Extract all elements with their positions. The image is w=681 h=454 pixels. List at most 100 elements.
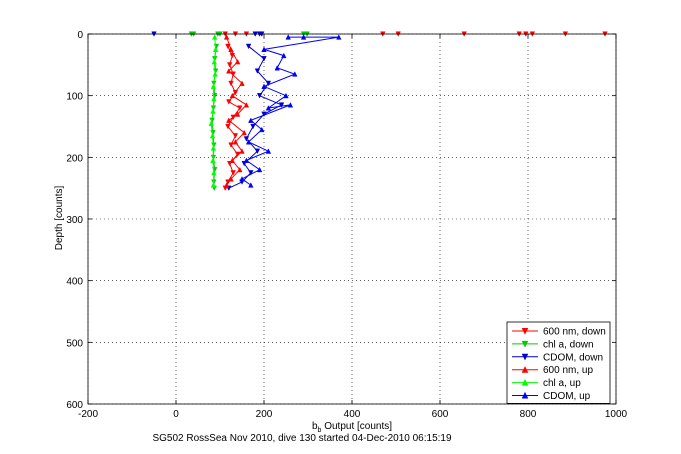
series-2 xyxy=(151,31,285,192)
data-point xyxy=(241,129,247,136)
legend-marker xyxy=(521,391,529,399)
x-tick-label: 400 xyxy=(344,409,361,420)
data-point xyxy=(274,65,280,71)
data-point xyxy=(212,34,218,40)
data-point xyxy=(261,56,267,62)
data-point xyxy=(223,34,230,40)
data-point xyxy=(265,105,272,111)
caption: SG502 RossSea Nov 2010, dive 130 started… xyxy=(152,433,452,444)
data-point xyxy=(232,133,239,139)
legend-entry: chl a, down xyxy=(543,339,594,350)
y-ticks: 0 100 200 300 400 500 600 xyxy=(66,30,616,411)
legend-entry: CDOM, down xyxy=(543,352,603,363)
data-point xyxy=(283,92,289,99)
legend-marker xyxy=(521,353,529,361)
series-0 xyxy=(222,31,608,192)
data-point xyxy=(228,46,234,52)
data-point xyxy=(259,126,265,133)
data-point xyxy=(281,52,287,59)
data-point xyxy=(229,157,236,163)
y-tick-label: 100 xyxy=(66,92,83,103)
legend-entry: chl a, up xyxy=(543,378,581,389)
data-point xyxy=(208,120,214,126)
data-point xyxy=(239,148,245,154)
data-point xyxy=(237,166,243,173)
data-point xyxy=(265,148,272,154)
data-point xyxy=(261,46,267,52)
legend-entry: CDOM, up xyxy=(543,391,591,402)
legend-marker xyxy=(521,378,529,386)
legend-marker xyxy=(521,366,529,373)
data-point xyxy=(243,157,250,163)
x-tick-label: 1000 xyxy=(605,409,628,420)
series-line xyxy=(226,36,248,186)
y-tick-label: 0 xyxy=(77,30,83,41)
data-point xyxy=(225,123,231,130)
data-point xyxy=(261,111,267,118)
data-point xyxy=(248,170,254,176)
data-point xyxy=(292,71,298,77)
x-axis-label-main: b xyxy=(312,421,318,432)
legend-entry: 600 nm, up xyxy=(543,365,593,376)
data-point xyxy=(250,123,256,130)
data-point xyxy=(285,34,291,40)
data-point xyxy=(211,58,217,65)
x-tick-label: 600 xyxy=(432,409,449,420)
series-3 xyxy=(223,34,250,188)
y-axis-label: Depth [counts] xyxy=(54,186,65,251)
data-point xyxy=(261,83,267,89)
series-layer xyxy=(151,31,608,192)
series-1 xyxy=(188,31,310,192)
data-point xyxy=(237,105,243,111)
y-tick-label: 300 xyxy=(66,215,83,226)
data-point xyxy=(209,132,216,139)
data-point xyxy=(210,145,217,151)
data-point xyxy=(265,80,272,87)
x-axis-label-rest: Output [counts] xyxy=(321,421,392,432)
data-point xyxy=(239,80,245,86)
data-point xyxy=(223,182,230,188)
data-point xyxy=(336,34,342,40)
legend-box xyxy=(506,321,611,404)
data-point xyxy=(228,142,234,148)
series-4 xyxy=(208,34,219,188)
data-point xyxy=(211,169,217,176)
data-point xyxy=(226,62,233,68)
legend-entry: 600 nm, down xyxy=(543,327,606,338)
data-point xyxy=(245,43,252,50)
x-tick-label: 200 xyxy=(256,409,273,420)
data-point xyxy=(248,117,254,123)
data-point xyxy=(254,68,261,74)
series-line xyxy=(241,36,339,186)
data-point xyxy=(212,46,219,52)
data-point xyxy=(228,80,234,87)
data-point xyxy=(229,92,236,99)
data-point xyxy=(226,99,232,105)
data-point xyxy=(210,83,217,89)
data-point xyxy=(300,34,307,40)
legend-marker xyxy=(521,328,529,335)
y-tick-label: 500 xyxy=(66,338,83,349)
data-point xyxy=(226,117,232,123)
x-ticks: -200 0 200 400 600 800 1000 xyxy=(78,34,628,420)
y-tick-label: 600 xyxy=(66,400,83,411)
x-axis-label: bb Output [counts] xyxy=(312,421,392,434)
data-point xyxy=(232,139,239,145)
data-point xyxy=(239,176,245,182)
x-tick-label: 0 xyxy=(173,409,179,420)
y-tick-label: 200 xyxy=(66,153,83,164)
data-point xyxy=(234,111,241,117)
data-point xyxy=(210,157,216,163)
data-point xyxy=(278,102,285,108)
legend-marker xyxy=(521,340,529,348)
data-point xyxy=(287,102,294,108)
data-point xyxy=(243,136,250,142)
data-point xyxy=(228,176,234,182)
data-point xyxy=(254,148,261,155)
y-tick-label: 400 xyxy=(66,277,83,288)
series-5 xyxy=(239,34,342,188)
data-point xyxy=(256,166,263,173)
data-point xyxy=(243,102,250,108)
